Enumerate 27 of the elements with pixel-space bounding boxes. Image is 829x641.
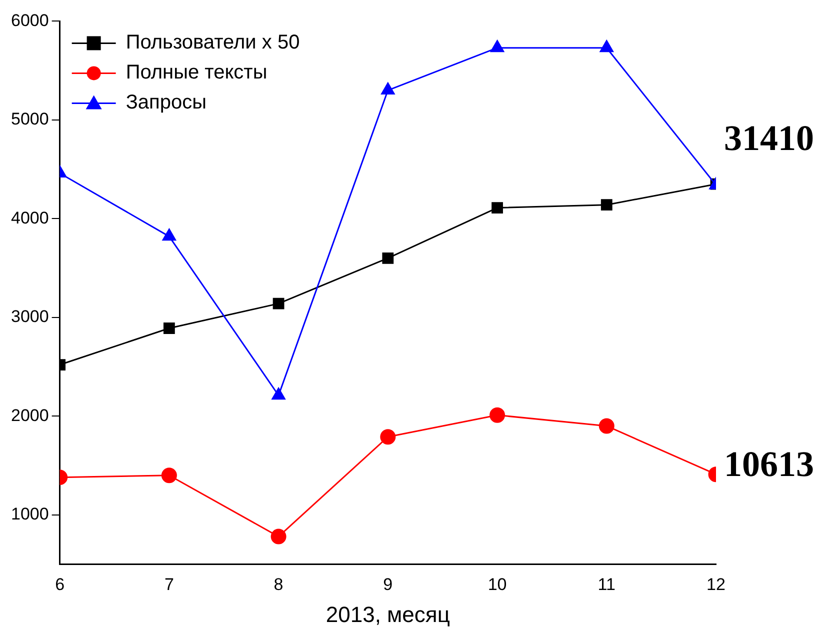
legend-label: Полные тексты — [126, 62, 268, 84]
point — [270, 528, 286, 544]
point — [381, 82, 395, 95]
point — [490, 407, 506, 423]
text: 31410 — [724, 118, 814, 158]
y-tick-label: 5000 — [10, 110, 49, 129]
legend-label: Запросы — [126, 92, 206, 114]
y-tick-label: 1000 — [10, 504, 49, 524]
x-tick-label: 6 — [55, 575, 65, 594]
y-tick-label: 4000 — [10, 208, 49, 228]
x-tick-label: 8 — [274, 575, 284, 594]
point — [382, 252, 394, 264]
x-tick-label: 7 — [164, 575, 174, 594]
text: 10613 — [724, 444, 814, 484]
x-tick-label: 10 — [488, 575, 507, 594]
x-axis-title: 2013, месяц — [326, 602, 450, 627]
x-tick-label: 9 — [383, 575, 393, 594]
point — [272, 298, 284, 310]
x-tick-label: 12 — [706, 575, 726, 594]
y-tick-label: 3000 — [10, 307, 49, 326]
legend-label: Пользователи x 50 — [126, 32, 300, 54]
y-tick-label: 2000 — [10, 406, 49, 425]
point — [492, 202, 503, 214]
y-tick-label: 6000 — [10, 10, 49, 30]
x-tick-label: 11 — [598, 575, 616, 594]
point — [380, 429, 396, 445]
point — [490, 40, 504, 52]
